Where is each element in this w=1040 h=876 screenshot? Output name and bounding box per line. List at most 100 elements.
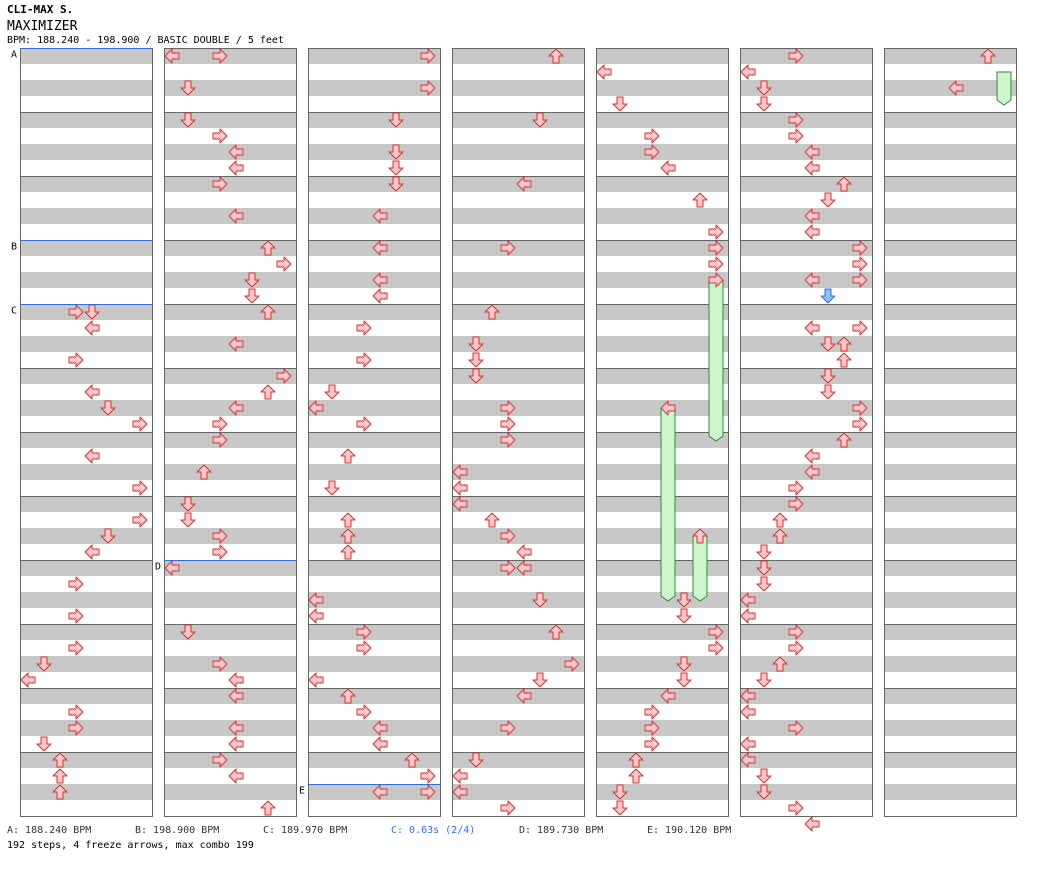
arrow-right-icon <box>500 432 516 448</box>
arrow-left-icon <box>660 160 676 176</box>
arrow-up-icon <box>340 448 356 464</box>
arrow-down-icon <box>180 112 196 128</box>
arrow-left-icon <box>452 784 468 800</box>
arrow-left-icon <box>740 608 756 624</box>
arrow-down-icon <box>180 496 196 512</box>
arrow-up-icon <box>980 48 996 64</box>
arrow-down-icon <box>820 384 836 400</box>
arrow-up-icon <box>52 768 68 784</box>
arrow-down-icon <box>532 592 548 608</box>
arrow-left-icon <box>164 48 180 64</box>
arrow-right-icon <box>68 720 84 736</box>
arrow-down-icon <box>676 656 692 672</box>
arrow-left-icon <box>740 688 756 704</box>
arrow-right-icon <box>356 320 372 336</box>
arrow-up-icon <box>836 432 852 448</box>
arrow-right-icon <box>132 416 148 432</box>
freeze-arrow <box>660 407 676 602</box>
arrow-down-icon <box>388 112 404 128</box>
arrow-right-icon <box>68 576 84 592</box>
arrow-right-icon <box>852 320 868 336</box>
arrow-right-icon <box>644 704 660 720</box>
legend-item: D: 189.730 BPM <box>519 825 604 836</box>
arrow-left-icon <box>228 144 244 160</box>
arrow-left-icon <box>660 400 676 416</box>
arrow-down-icon <box>612 784 628 800</box>
arrow-left-icon <box>228 336 244 352</box>
arrow-right-icon <box>212 528 228 544</box>
song-title: MAXIMIZER <box>7 19 78 34</box>
chart-column <box>20 48 153 817</box>
chart-column <box>596 48 729 817</box>
freeze-arrow <box>708 279 724 442</box>
arrow-right-icon <box>68 304 84 320</box>
arrow-right-icon <box>788 624 804 640</box>
arrow-left-icon <box>516 176 532 192</box>
arrow-down-icon <box>468 368 484 384</box>
chart-info: BPM: 188.240 - 198.900 / BASIC DOUBLE / … <box>7 35 284 46</box>
arrow-right-icon <box>356 640 372 656</box>
arrow-right-icon <box>852 240 868 256</box>
arrow-up-icon <box>484 304 500 320</box>
arrow-left-icon <box>84 320 100 336</box>
arrow-left-icon <box>228 208 244 224</box>
chart-column <box>740 48 873 832</box>
arrow-right-icon <box>68 608 84 624</box>
arrow-down-icon <box>36 656 52 672</box>
arrow-right-icon <box>420 784 436 800</box>
arrow-left-icon <box>228 400 244 416</box>
arrow-down-icon <box>468 752 484 768</box>
arrow-up-icon <box>260 240 276 256</box>
arrow-right-icon <box>500 400 516 416</box>
arrow-down-icon <box>244 288 260 304</box>
arrow-right-icon <box>420 80 436 96</box>
arrow-right-icon <box>788 128 804 144</box>
section-label: B <box>11 242 17 253</box>
arrow-up-icon <box>340 528 356 544</box>
arrow-left-icon <box>372 272 388 288</box>
arrow-right-icon <box>132 512 148 528</box>
arrow-left-icon <box>516 544 532 560</box>
legend-item: E: 190.120 BPM <box>647 825 732 836</box>
arrow-left-icon <box>740 736 756 752</box>
arrow-up-icon <box>260 384 276 400</box>
arrow-left-icon <box>804 320 820 336</box>
arrow-left-icon <box>228 768 244 784</box>
chart-column <box>884 48 1017 817</box>
arrow-right-icon <box>852 400 868 416</box>
arrow-down-icon <box>388 160 404 176</box>
arrow-left-icon <box>804 448 820 464</box>
arrow-right-icon <box>500 240 516 256</box>
arrow-left-icon <box>804 160 820 176</box>
arrow-down-icon <box>612 96 628 112</box>
arrow-down-icon <box>756 96 772 112</box>
arrow-right-icon <box>788 720 804 736</box>
arrow-left-icon <box>804 144 820 160</box>
arrow-down-icon <box>820 336 836 352</box>
arrow-down-icon <box>324 384 340 400</box>
arrow-down-icon <box>532 112 548 128</box>
arrow-up-icon <box>52 752 68 768</box>
arrow-right-icon <box>212 432 228 448</box>
arrow-right-icon <box>212 416 228 432</box>
arrow-left-icon <box>804 816 820 832</box>
arrow-up-icon <box>340 512 356 528</box>
arrow-right-icon <box>788 640 804 656</box>
arrow-right-icon <box>68 640 84 656</box>
arrow-left-icon <box>228 736 244 752</box>
section-label: A <box>11 50 17 61</box>
arrow-up-icon <box>196 464 212 480</box>
arrow-left-icon <box>596 64 612 80</box>
arrow-right-icon <box>788 112 804 128</box>
arrow-left-icon <box>308 400 324 416</box>
arrow-left-icon <box>308 608 324 624</box>
arrow-right-icon <box>500 720 516 736</box>
arrow-left-icon <box>228 672 244 688</box>
arrow-left-icon <box>372 736 388 752</box>
arrow-up-icon <box>692 192 708 208</box>
arrow-up-icon <box>836 336 852 352</box>
arrow-left-icon <box>372 240 388 256</box>
arrow-left-icon <box>308 592 324 608</box>
arrow-right-icon <box>212 128 228 144</box>
arrow-up-icon <box>836 176 852 192</box>
